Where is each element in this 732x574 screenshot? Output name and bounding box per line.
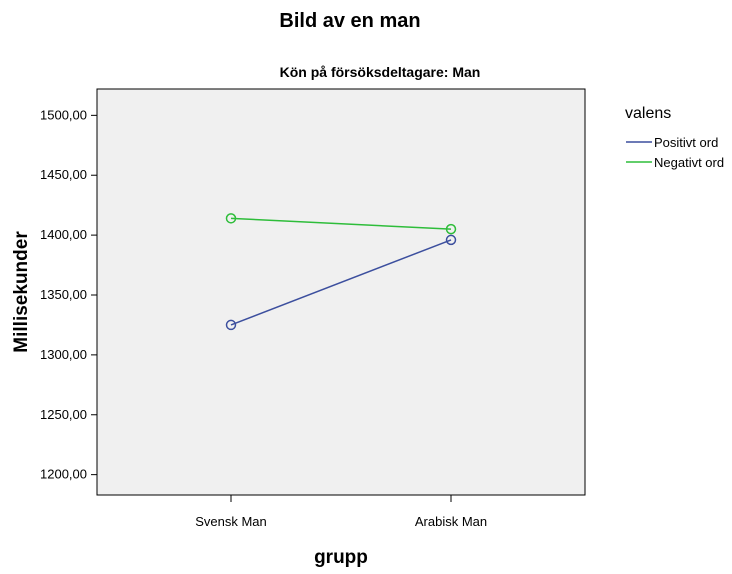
x-tick-label: Arabisk Man (415, 514, 487, 529)
data-point (445, 223, 457, 235)
legend-title: valens (625, 105, 671, 122)
legend-label: Positivt ord (654, 135, 718, 150)
x-tick-label: Svensk Man (195, 514, 267, 529)
y-tick-label: 1300,00 (40, 347, 87, 362)
data-point (225, 213, 237, 224)
data-point (225, 319, 237, 331)
y-axis: 1200,00 1250,00 1300,00 1350,00 1400,00 1450,… (40, 107, 97, 482)
plot-area (96, 88, 586, 496)
series-line (230, 217, 452, 230)
y-tick-label: 1400,00 (40, 227, 87, 242)
chart-subtitle: Kön på försöksdeltagare: Man (280, 64, 481, 80)
y-axis-title: Millisekunder (11, 231, 32, 353)
y-tick-label: 1200,00 (40, 467, 87, 482)
y-tick-label: 1250,00 (40, 407, 87, 422)
legend: valens Positivt ord Negativt ord (625, 105, 724, 170)
legend-label: Negativt ord (654, 155, 724, 170)
series-layer (225, 213, 457, 331)
y-tick-label: 1500,00 (40, 107, 87, 122)
y-tick-label: 1350,00 (40, 287, 87, 302)
data-point (445, 234, 457, 246)
chart-title: Bild av en man (279, 10, 420, 32)
x-axis-title: grupp (314, 547, 368, 568)
y-tick-label: 1450,00 (40, 167, 87, 182)
x-axis: Svensk Man Arabisk Man (195, 495, 487, 529)
series-line (230, 239, 452, 326)
